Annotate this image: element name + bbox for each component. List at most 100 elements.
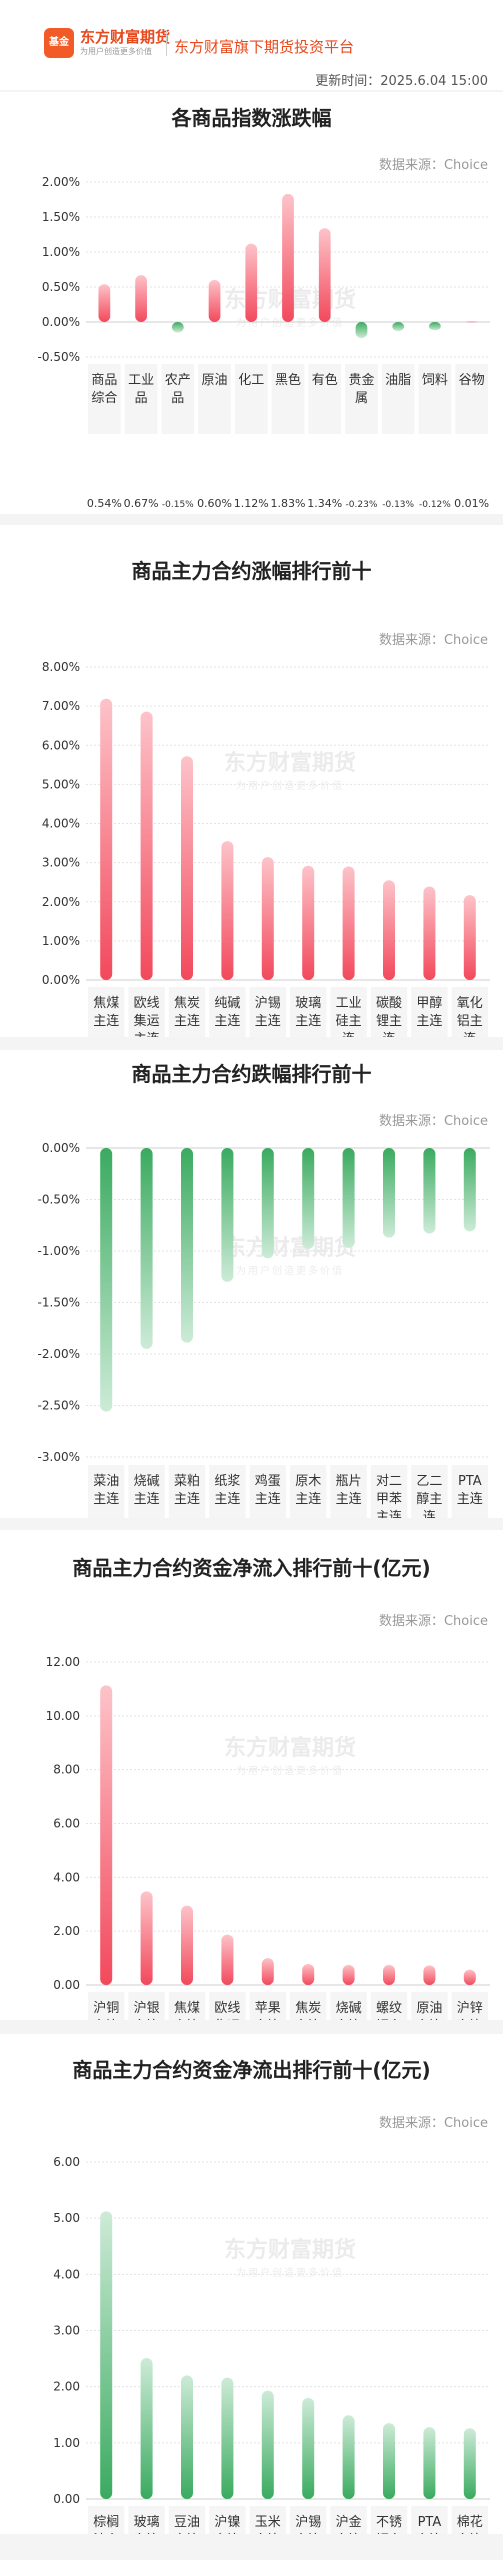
bar-1 xyxy=(140,1148,153,1349)
y-tick-label: 1.50% xyxy=(42,210,80,224)
y-tick-label: 5.00 xyxy=(53,2211,80,2225)
bar-4 xyxy=(261,1148,274,1259)
category-label: 连 xyxy=(463,1031,476,1037)
category-label-box xyxy=(411,1992,448,2020)
data-source: 数据来源：Choice xyxy=(378,2116,488,2131)
category-label-box xyxy=(330,1992,367,2020)
category-label: 综合 xyxy=(91,391,117,406)
category-label-box xyxy=(249,1465,286,1518)
header-divider xyxy=(166,30,167,56)
category-label: 钢主 xyxy=(376,2533,402,2534)
bar-0 xyxy=(100,698,113,980)
brand-name: 东方财富期货 xyxy=(80,28,171,46)
bar-1 xyxy=(140,711,153,980)
category-label: 螺纹 xyxy=(376,2001,402,2016)
category-label: 集运 xyxy=(134,1013,160,1029)
category-label: 焦炭 xyxy=(295,2001,321,2016)
brand-slogan: 为用户创造更多价值 xyxy=(80,47,152,56)
category-label: 纯碱 xyxy=(214,996,240,1011)
category-label: 商品 xyxy=(91,373,117,388)
category-label: 油脂 xyxy=(385,373,411,388)
y-tick-label: 1.00 xyxy=(53,2436,80,2450)
y-tick-label: 0.00 xyxy=(53,1978,80,1992)
category-label-box xyxy=(88,1992,125,2020)
category-label: 硅主 xyxy=(336,1014,362,1029)
category-label: 主连 xyxy=(295,1013,321,1029)
category-label: 沪锡 xyxy=(295,2514,321,2530)
bar-7 xyxy=(383,1964,395,1985)
chart-title: 商品主力合约涨幅排行前十 xyxy=(131,559,372,583)
category-label: 甲苯 xyxy=(376,1492,402,1507)
bar-0 xyxy=(100,1685,113,1985)
category-label: 谷物 xyxy=(459,373,485,388)
category-label-box xyxy=(290,2506,327,2534)
category-label-box xyxy=(330,987,367,1037)
category-label-box xyxy=(168,987,206,1037)
category-label: 饲料 xyxy=(422,373,448,388)
category-label: 工业 xyxy=(128,373,154,388)
y-tick-label: 8.00 xyxy=(53,1763,80,1777)
header-bar: 基金 东方财富期货 为用户创造更多价值 东方财富旗下期货投资平台 更新时间：20… xyxy=(0,0,503,90)
bar-3 xyxy=(221,1934,234,1985)
category-label: 主连 xyxy=(416,2532,442,2534)
bar-5 xyxy=(302,1964,315,1985)
category-label: 烧碱 xyxy=(134,1474,160,1489)
category-label: 主连 xyxy=(416,1013,442,1029)
category-label: 沪铜 xyxy=(93,2000,119,2016)
bar-8 xyxy=(423,886,436,980)
category-label-box xyxy=(209,1465,246,1518)
category-label: 主连 xyxy=(457,1491,483,1507)
bar-0 xyxy=(98,284,111,322)
category-label: 主连 xyxy=(93,1491,119,1507)
category-label: 化工 xyxy=(238,373,264,388)
category-label-box xyxy=(88,2506,125,2534)
bar-3 xyxy=(208,280,221,322)
y-tick-label: -2.50% xyxy=(38,1399,80,1413)
category-label: 苹果 xyxy=(255,2001,281,2016)
category-label: 原油 xyxy=(202,373,228,388)
chart-title: 各商品指数涨跌幅 xyxy=(171,106,332,130)
bar-8 xyxy=(423,1148,436,1234)
bar-5 xyxy=(302,1148,315,1249)
category-label: 主连 xyxy=(134,2532,160,2534)
category-label-box xyxy=(249,987,286,1037)
category-label: 主连 xyxy=(255,2532,281,2534)
category-label: 醇主 xyxy=(416,1491,442,1507)
y-tick-label: -1.00% xyxy=(38,1244,80,1258)
category-label: 棕榈 xyxy=(93,2515,119,2530)
y-tick-label: 4.00 xyxy=(53,1870,80,1884)
category-label: 欧线 xyxy=(134,996,160,1011)
category-label: 品 xyxy=(135,391,148,406)
data-source: 数据来源：Choice xyxy=(378,158,488,173)
bar-0 xyxy=(100,1148,113,1412)
category-label-box xyxy=(198,364,231,434)
y-tick-label: 0.50% xyxy=(42,280,80,294)
value-label: 1.83% xyxy=(271,497,306,510)
bar-6 xyxy=(342,866,355,980)
category-label: 主连 xyxy=(336,2018,362,2020)
bar-7 xyxy=(355,322,368,339)
y-tick-label: -3.00% xyxy=(38,1450,80,1464)
category-label: 油主 xyxy=(93,2533,119,2534)
y-tick-label: 10.00 xyxy=(46,1709,80,1723)
category-label: 主连 xyxy=(214,1013,240,1029)
bar-2 xyxy=(181,1905,193,1985)
category-label: 有色 xyxy=(312,372,338,388)
bar-7 xyxy=(383,1148,395,1238)
category-label: 沪金 xyxy=(336,2514,362,2530)
value-label: 1.12% xyxy=(234,497,269,510)
category-label: 主连 xyxy=(214,2532,240,2534)
category-label: 主连 xyxy=(376,1509,402,1518)
chart-panel-net-inflow: 商品主力合约资金净流入排行前十(亿元) 数据来源：Choice 东方财富期货 为用… xyxy=(0,1530,503,2020)
value-label: 0.60% xyxy=(197,497,232,510)
category-label: 沪锡 xyxy=(255,995,281,1011)
y-tick-label: 3.00 xyxy=(53,2324,80,2338)
bar-4 xyxy=(261,1958,274,1985)
bar-5 xyxy=(302,865,315,980)
category-label-box xyxy=(88,987,125,1037)
bar-6 xyxy=(342,1964,355,1985)
category-label: 主连 xyxy=(416,2018,442,2020)
category-label: 主连 xyxy=(295,1491,321,1507)
bar-6 xyxy=(342,2415,355,2499)
